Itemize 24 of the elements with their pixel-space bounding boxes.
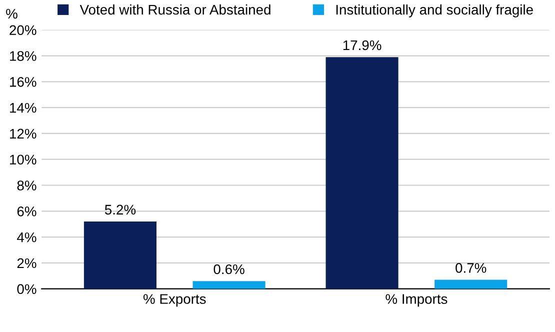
y-tick-label: 10% [10,154,36,165]
y-tick-label: 0% [17,284,36,294]
data-label: 17.9% [343,40,382,50]
x-tick-label: % Exports [143,294,206,307]
y-tick-label: 12% [10,128,36,139]
y-tick-label: 16% [10,77,36,87]
bar [84,222,156,289]
x-tick-label: % Imports [386,294,448,307]
y-tick-label: 20% [10,25,36,36]
y-tick-label: 18% [10,51,36,61]
y-tick-label: 4% [17,232,36,242]
data-label: 0.6% [214,264,244,274]
y-tick-label: 14% [10,102,36,113]
bar [192,281,266,289]
y-axis-title: % [6,8,18,19]
data-label: 5.2% [104,204,136,215]
data-label: 0.7% [456,263,486,273]
y-tick-label: 6% [17,206,36,216]
bar [434,280,508,289]
legend-label: Voted with Russia or Abstained [80,4,270,15]
legend-label: Institutionally and socially fragile [336,4,533,18]
bar [326,57,398,289]
y-tick-label: 2% [17,258,36,268]
y-tick-label: 8% [17,180,36,190]
